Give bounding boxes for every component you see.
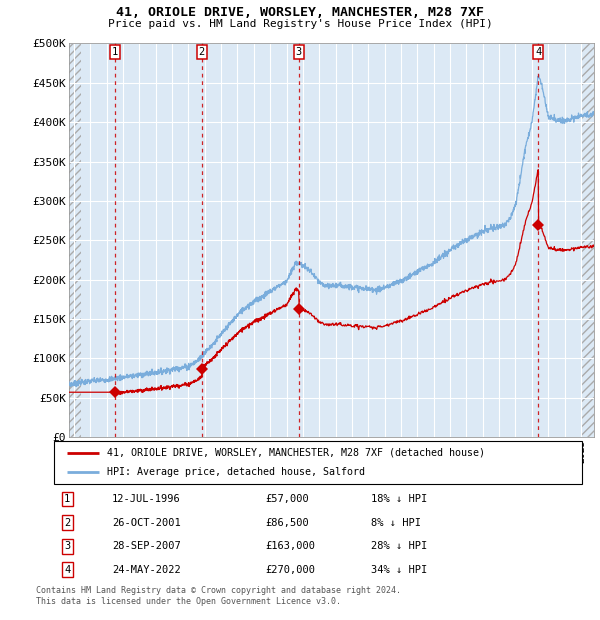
Text: Price paid vs. HM Land Registry's House Price Index (HPI): Price paid vs. HM Land Registry's House …	[107, 19, 493, 29]
Text: £86,500: £86,500	[265, 518, 309, 528]
Text: 2: 2	[199, 47, 205, 57]
Text: £57,000: £57,000	[265, 494, 309, 504]
Text: 41, ORIOLE DRIVE, WORSLEY, MANCHESTER, M28 7XF (detached house): 41, ORIOLE DRIVE, WORSLEY, MANCHESTER, M…	[107, 448, 485, 458]
Text: 3: 3	[296, 47, 302, 57]
Text: 8% ↓ HPI: 8% ↓ HPI	[371, 518, 421, 528]
Text: Contains HM Land Registry data © Crown copyright and database right 2024.: Contains HM Land Registry data © Crown c…	[36, 586, 401, 595]
Text: 1: 1	[64, 494, 70, 504]
Text: This data is licensed under the Open Government Licence v3.0.: This data is licensed under the Open Gov…	[36, 597, 341, 606]
FancyBboxPatch shape	[54, 441, 582, 484]
Text: 41, ORIOLE DRIVE, WORSLEY, MANCHESTER, M28 7XF: 41, ORIOLE DRIVE, WORSLEY, MANCHESTER, M…	[116, 6, 484, 19]
Bar	[582, 43, 594, 437]
Text: 26-OCT-2001: 26-OCT-2001	[112, 518, 181, 528]
Text: 2: 2	[64, 518, 70, 528]
Text: 24-MAY-2022: 24-MAY-2022	[112, 565, 181, 575]
Text: 4: 4	[535, 47, 541, 57]
Text: 12-JUL-1996: 12-JUL-1996	[112, 494, 181, 504]
Text: 28-SEP-2007: 28-SEP-2007	[112, 541, 181, 551]
Text: 1: 1	[112, 47, 118, 57]
Text: HPI: Average price, detached house, Salford: HPI: Average price, detached house, Salf…	[107, 467, 365, 477]
Text: £163,000: £163,000	[265, 541, 315, 551]
Text: 28% ↓ HPI: 28% ↓ HPI	[371, 541, 427, 551]
Text: 4: 4	[64, 565, 70, 575]
Bar	[69, 43, 81, 437]
Text: 34% ↓ HPI: 34% ↓ HPI	[371, 565, 427, 575]
Text: 3: 3	[64, 541, 70, 551]
Text: £270,000: £270,000	[265, 565, 315, 575]
Text: 18% ↓ HPI: 18% ↓ HPI	[371, 494, 427, 504]
